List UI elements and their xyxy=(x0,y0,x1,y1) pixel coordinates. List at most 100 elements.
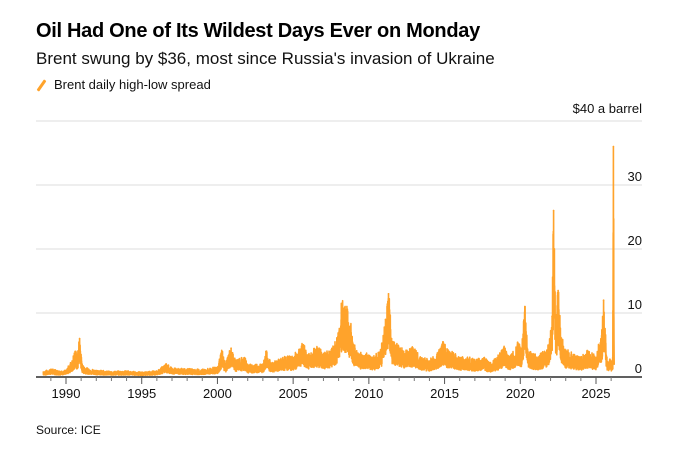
data-point xyxy=(572,353,575,356)
data-point xyxy=(483,357,485,359)
data-point xyxy=(292,357,294,359)
data-point xyxy=(372,357,375,359)
data-point xyxy=(65,369,67,372)
data-point xyxy=(57,370,60,373)
data-point xyxy=(224,363,226,366)
data-point xyxy=(83,366,85,369)
data-point xyxy=(71,360,73,362)
data-point xyxy=(352,344,355,346)
data-point xyxy=(421,357,423,359)
data-point xyxy=(489,363,491,366)
data-point xyxy=(543,350,546,353)
data-point xyxy=(496,357,499,359)
data-point xyxy=(595,357,597,359)
data-point xyxy=(587,350,590,353)
data-point xyxy=(402,350,405,353)
gridlines xyxy=(36,120,642,314)
data-point xyxy=(531,353,534,356)
data-point xyxy=(537,357,540,359)
data-point xyxy=(277,360,279,362)
data-point xyxy=(508,357,511,359)
data-point xyxy=(340,305,343,308)
data-point xyxy=(50,368,52,371)
data-point xyxy=(602,299,605,302)
data-point xyxy=(110,371,113,373)
data-point xyxy=(516,344,519,346)
data-point xyxy=(234,360,237,362)
x-tick-label: 2000 xyxy=(203,386,232,401)
data-point xyxy=(165,363,167,366)
data-point xyxy=(436,353,438,356)
y-tick-label: 0 xyxy=(635,361,642,376)
y-tick-label: 10 xyxy=(628,297,642,312)
data-point xyxy=(384,318,387,321)
data-point xyxy=(284,357,287,359)
data-point xyxy=(76,355,79,358)
data-point xyxy=(428,360,431,362)
data-point xyxy=(601,331,603,334)
data-point xyxy=(171,367,173,370)
data-point xyxy=(557,289,559,292)
data-point xyxy=(87,368,90,371)
data-point xyxy=(610,360,612,362)
data-point xyxy=(156,370,158,373)
data-point xyxy=(390,337,393,340)
data-point xyxy=(466,357,469,359)
chart-subtitle: Brent swung by $36, most since Russia's … xyxy=(36,49,495,68)
source-note: Source: ICE xyxy=(36,423,101,437)
data-point xyxy=(410,347,413,350)
x-tick-label: 2020 xyxy=(506,386,535,401)
x-tick-label: 2015 xyxy=(430,386,459,401)
data-point xyxy=(502,347,505,350)
y-tick-label: 20 xyxy=(628,233,642,248)
data-point xyxy=(458,357,461,359)
series-line xyxy=(42,145,615,377)
data-point xyxy=(186,368,188,371)
x-tick-label: 2005 xyxy=(279,386,308,401)
x-tick-label: 1990 xyxy=(52,386,81,401)
data-point xyxy=(357,353,360,356)
data-point xyxy=(551,315,553,318)
data-point xyxy=(262,363,264,366)
data-point xyxy=(446,350,449,353)
data-point xyxy=(613,363,615,366)
data-point xyxy=(380,350,382,353)
data-point xyxy=(316,347,319,350)
data-point xyxy=(548,344,550,346)
data-point xyxy=(611,357,614,359)
data-point xyxy=(564,350,567,353)
chart-title: Oil Had One of Its Wildest Days Ever on … xyxy=(36,20,480,42)
data-point xyxy=(125,370,128,373)
x-tick-label: 1995 xyxy=(127,386,156,401)
data-point xyxy=(301,344,304,346)
data-point xyxy=(74,350,76,353)
data-point xyxy=(521,347,523,350)
data-point xyxy=(605,357,608,359)
x-tick-label: 2025 xyxy=(582,386,611,401)
data-point xyxy=(524,305,526,308)
data-point xyxy=(552,209,555,212)
data-point xyxy=(322,353,325,356)
x-tick-label: 2010 xyxy=(354,386,383,401)
data-point xyxy=(612,145,615,148)
data-point xyxy=(330,350,332,353)
data-point xyxy=(216,366,219,369)
data-point xyxy=(81,363,83,366)
data-point xyxy=(345,309,347,311)
data-point xyxy=(42,371,45,373)
data-point xyxy=(365,353,367,356)
data-point xyxy=(140,371,143,374)
data-point xyxy=(265,350,267,353)
data-point xyxy=(395,344,397,346)
x-axis: 1990 1995 2000 2005 2010 2015 2020 2025 xyxy=(36,376,642,401)
data-point xyxy=(387,293,390,295)
data-point xyxy=(527,350,529,353)
data-point xyxy=(221,350,223,353)
data-point xyxy=(243,357,246,359)
data-point xyxy=(336,337,338,340)
data-point xyxy=(555,325,557,327)
data-point xyxy=(580,357,582,359)
data-point xyxy=(230,347,232,350)
data-point xyxy=(452,353,455,356)
